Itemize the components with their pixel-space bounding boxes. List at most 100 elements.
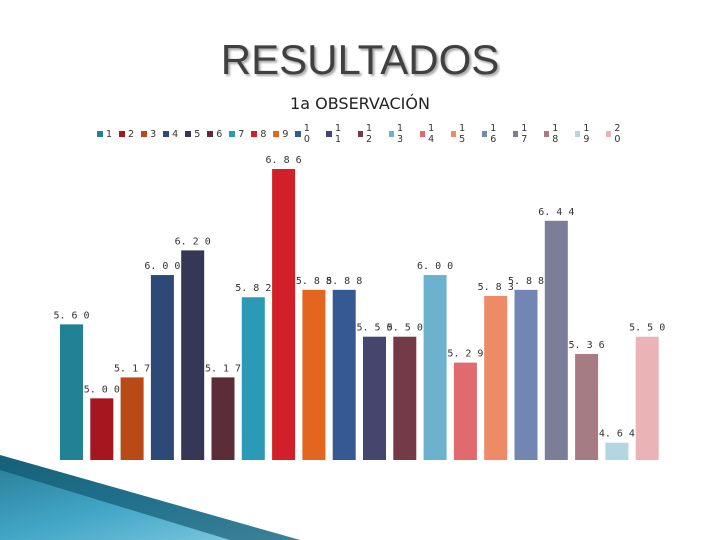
- legend-item-3: 3: [141, 129, 157, 140]
- legend-item-19: 1 9: [574, 123, 600, 145]
- bar-4: [150, 275, 174, 460]
- legend-item-6: 6: [207, 129, 223, 140]
- legend-label: 7: [238, 128, 246, 140]
- value-label-3: 5. 1 7: [114, 363, 150, 374]
- bar-6: [211, 377, 235, 460]
- bar-16: [514, 289, 538, 460]
- bar-5: [181, 250, 205, 460]
- legend-swatch: [543, 131, 550, 137]
- legend-item-4: 4: [163, 129, 179, 140]
- value-label-20: 5. 5 0: [629, 323, 665, 334]
- legend-item-15: 1 5: [450, 123, 476, 145]
- value-label-9: 5. 8 8: [296, 276, 332, 287]
- legend-swatch: [357, 131, 363, 137]
- legend-label: 1 3: [397, 123, 405, 145]
- legend-label: 1 1: [334, 123, 342, 145]
- legend-swatch: [119, 131, 126, 137]
- value-label-16: 5. 8 8: [508, 276, 544, 287]
- value-label-4: 6. 0 0: [144, 261, 180, 272]
- chart-title: 1a OBSERVACIÓN: [290, 94, 430, 113]
- corner-wedge-dark: [0, 455, 300, 540]
- legend-item-8: 8: [251, 129, 267, 140]
- bar-8: [272, 169, 296, 460]
- bar-7: [241, 297, 265, 460]
- legend: 1 2 3 4 5 6 7 8 9 1 0 1 1 1 2 1 3 1 4 1 5 1 6 1 7 1 8 1 9 2…: [97, 123, 637, 145]
- legend-label: 6: [216, 128, 224, 140]
- legend-label: 4: [172, 128, 180, 140]
- bar-14: [453, 362, 477, 460]
- legend-item-2: 2: [119, 129, 135, 140]
- bar-17: [544, 220, 568, 460]
- legend-label: 1 9: [583, 123, 591, 145]
- legend-swatch: [229, 131, 236, 137]
- legend-item-10: 1 0: [295, 123, 320, 145]
- legend-swatch: [295, 131, 301, 137]
- legend-label: 1 6: [490, 123, 498, 145]
- bar-20: [635, 336, 659, 460]
- value-label-15: 5. 8 3: [478, 282, 514, 293]
- legend-item-14: 1 4: [419, 123, 445, 145]
- value-label-10: 5. 8 8: [326, 276, 362, 287]
- bar-18: [575, 353, 599, 460]
- legend-swatch: [185, 131, 192, 137]
- legend-swatch: [97, 131, 103, 137]
- legend-swatch: [574, 131, 581, 137]
- legend-swatch: [512, 131, 519, 137]
- legend-item-16: 1 6: [481, 123, 507, 145]
- legend-swatch: [163, 131, 170, 137]
- legend-swatch: [251, 131, 258, 137]
- legend-label: 1 4: [428, 123, 436, 145]
- value-label-17: 6. 4 4: [538, 207, 574, 218]
- value-labels-group: 5. 6 0 5. 0 0 5. 1 7 6. 0 0 6. 2 0 5. 1 7 5. 8…: [53, 155, 665, 440]
- bar-10: [332, 289, 356, 460]
- legend-swatch: [450, 131, 457, 137]
- legend-swatch: [419, 131, 426, 137]
- legend-label: 1 2: [366, 123, 374, 145]
- value-label-18: 5. 3 6: [569, 340, 605, 351]
- value-label-14: 5. 2 9: [447, 349, 483, 360]
- value-label-6: 5. 1 7: [205, 363, 241, 374]
- bar-12: [393, 336, 417, 460]
- legend-item-9: 9: [273, 129, 289, 140]
- bar-2: [90, 398, 114, 460]
- value-label-12: 5. 5 0: [387, 323, 423, 334]
- legend-label: 8: [260, 128, 268, 140]
- legend-item-1: 1: [97, 129, 113, 140]
- legend-swatch: [388, 131, 395, 137]
- legend-label: 9: [282, 128, 290, 140]
- legend-item-12: 1 2: [357, 123, 383, 145]
- legend-item-7: 7: [229, 129, 245, 140]
- bar-1: [60, 324, 83, 460]
- legend-item-17: 1 7: [512, 123, 538, 145]
- legend-swatch: [141, 131, 148, 137]
- value-label-13: 6. 0 0: [417, 261, 453, 272]
- legend-label: 1 0: [303, 123, 311, 145]
- legend-item-13: 1 3: [388, 123, 414, 145]
- legend-item-18: 1 8: [543, 123, 569, 145]
- legend-label: 1 7: [521, 123, 529, 145]
- bar-19: [605, 442, 629, 460]
- value-label-1: 5. 6 0: [53, 310, 89, 321]
- legend-swatch: [481, 131, 488, 137]
- value-label-7: 5. 8 2: [235, 283, 271, 294]
- value-label-11: 5. 5 0: [356, 323, 392, 334]
- legend-swatch: [605, 131, 612, 137]
- legend-label: 5: [194, 128, 202, 140]
- legend-label: 3: [150, 128, 158, 140]
- legend-item-20: 2 0: [605, 123, 631, 145]
- bar-13: [423, 275, 447, 460]
- legend-label: 2: [128, 128, 136, 140]
- bar-3: [120, 377, 144, 460]
- bar-11: [363, 336, 386, 460]
- legend-item-5: 5: [185, 129, 201, 140]
- value-label-5: 6. 2 0: [175, 236, 211, 247]
- legend-swatch: [326, 131, 332, 137]
- legend-swatch: [273, 131, 280, 137]
- legend-item-11: 1 1: [326, 123, 351, 145]
- legend-label: 1: [106, 128, 114, 140]
- value-label-2: 5. 0 0: [84, 384, 120, 395]
- bars-group: [60, 169, 659, 460]
- legend-label: 1 8: [552, 123, 560, 145]
